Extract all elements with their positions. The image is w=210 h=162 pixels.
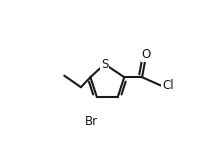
Text: O: O bbox=[142, 48, 151, 61]
Text: Br: Br bbox=[85, 115, 98, 128]
Text: S: S bbox=[101, 58, 108, 71]
Text: Cl: Cl bbox=[162, 79, 174, 92]
